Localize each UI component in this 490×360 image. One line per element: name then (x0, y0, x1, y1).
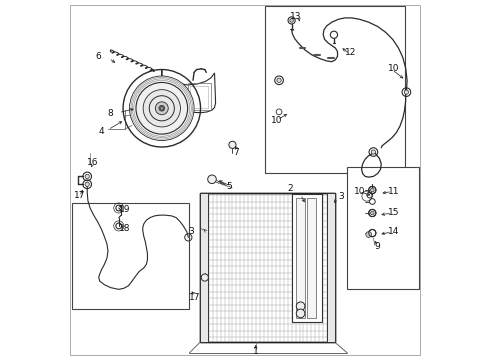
Circle shape (201, 274, 208, 281)
Bar (200, 193, 335, 342)
Text: 13: 13 (290, 12, 301, 21)
Text: 8: 8 (107, 109, 113, 118)
Text: 9: 9 (374, 242, 380, 251)
Circle shape (229, 141, 236, 148)
Circle shape (160, 107, 164, 110)
Circle shape (85, 182, 89, 186)
Text: 10: 10 (388, 64, 399, 73)
Bar (188, 83, 211, 110)
Bar (296, 198, 305, 318)
Bar (292, 194, 322, 321)
Bar (200, 193, 335, 342)
Text: 3: 3 (338, 192, 344, 201)
Text: 1: 1 (253, 347, 259, 356)
Bar (191, 86, 208, 108)
Circle shape (404, 90, 409, 94)
Text: 17: 17 (190, 293, 201, 302)
Text: 12: 12 (344, 48, 356, 57)
Circle shape (155, 102, 168, 115)
Circle shape (296, 309, 305, 318)
Circle shape (277, 78, 281, 82)
Circle shape (85, 174, 89, 179)
Circle shape (159, 105, 165, 111)
Text: 17: 17 (74, 190, 85, 199)
Text: 10: 10 (271, 116, 282, 125)
Circle shape (371, 150, 375, 154)
Bar (72, 203, 190, 309)
Bar (265, 6, 405, 173)
Text: 16: 16 (87, 158, 98, 167)
Text: 19: 19 (119, 205, 130, 214)
Circle shape (296, 302, 305, 311)
Bar (327, 193, 335, 342)
Circle shape (370, 188, 374, 192)
Text: 4: 4 (99, 127, 104, 136)
Text: 15: 15 (388, 208, 399, 217)
Polygon shape (162, 69, 216, 113)
Text: 10: 10 (354, 187, 366, 196)
Text: 7: 7 (234, 148, 239, 157)
Text: 6: 6 (95, 52, 101, 61)
Circle shape (208, 175, 216, 184)
Circle shape (290, 19, 294, 22)
Text: 14: 14 (388, 228, 399, 237)
Circle shape (366, 231, 371, 237)
Circle shape (129, 76, 194, 140)
Bar (347, 167, 419, 289)
Text: 2: 2 (287, 184, 293, 193)
Text: 5: 5 (226, 182, 232, 191)
Circle shape (370, 211, 374, 215)
Bar (307, 198, 316, 318)
Text: 18: 18 (119, 224, 130, 233)
Text: 11: 11 (388, 187, 399, 196)
Text: 3: 3 (188, 228, 194, 237)
Bar (200, 193, 208, 342)
Circle shape (143, 90, 180, 127)
